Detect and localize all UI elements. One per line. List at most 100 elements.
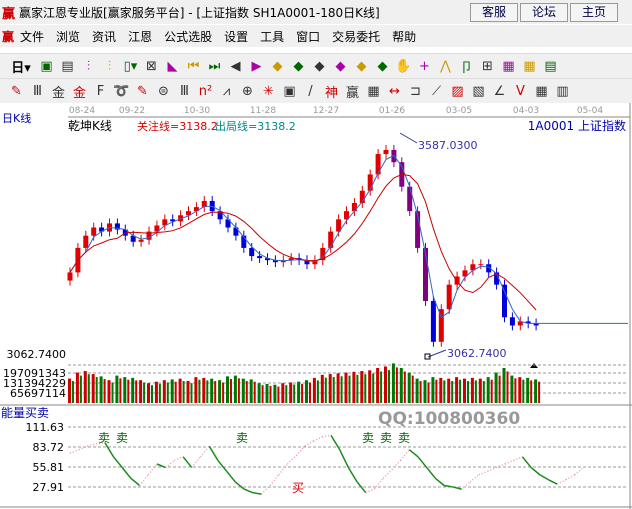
fan2-icon[interactable]: ▧	[472, 83, 485, 99]
line-icon[interactable]: ⋀	[440, 58, 451, 74]
angle2-icon[interactable]: ∠	[493, 83, 506, 99]
forum-button[interactable]: 论坛	[520, 3, 568, 22]
target-icon[interactable]: ⊕	[242, 83, 253, 99]
gold2-icon[interactable]: 金	[72, 85, 86, 101]
n2-icon[interactable]: n²	[198, 83, 213, 99]
diamond-expand-icon[interactable]: ◆	[314, 58, 325, 74]
box-icon[interactable]: ⊐	[410, 83, 421, 99]
volume-bar	[95, 376, 98, 403]
sell-signal: 卖	[116, 431, 128, 445]
candle-body	[241, 235, 247, 248]
candle-body	[162, 219, 168, 226]
last-icon[interactable]: ⏭	[208, 58, 221, 74]
pen2-icon[interactable]: ✎	[137, 83, 148, 99]
volume-bar	[230, 379, 232, 403]
candle-body	[304, 260, 310, 265]
volume-bars	[68, 363, 541, 403]
volume-bar	[202, 377, 206, 403]
home-button[interactable]: 主页	[570, 3, 618, 22]
grid2-icon[interactable]: Ⅲ	[180, 83, 189, 99]
crosshair-icon[interactable]: +	[419, 58, 430, 74]
flag-icon[interactable]: ◣	[167, 58, 178, 74]
menu-item-9[interactable]: 帮助	[392, 29, 417, 44]
low-label: 3062.7400	[447, 347, 507, 360]
right-icon[interactable]: ▶	[251, 58, 262, 74]
period-dropdown[interactable]: 日▾	[11, 60, 31, 76]
measure-icon[interactable]: ↔	[389, 83, 400, 99]
menu-item-5[interactable]: 设置	[224, 29, 249, 44]
energy-segment	[539, 474, 549, 481]
diamond-shrink-icon[interactable]: ◆	[335, 58, 346, 74]
energy-segment	[286, 454, 297, 465]
volume-bar	[166, 382, 169, 403]
angle-icon[interactable]: ⩘	[222, 83, 231, 99]
menu-item-4[interactable]: 公式选股	[164, 29, 213, 44]
volume-bar	[174, 381, 177, 403]
slash-icon[interactable]: /	[308, 83, 313, 99]
volume-bar	[285, 385, 288, 403]
ying-icon[interactable]: 赢	[345, 85, 359, 101]
energy-segment	[504, 459, 514, 465]
hand-icon[interactable]: ✋	[395, 58, 412, 74]
energy-segment	[182, 456, 193, 469]
energy-segment	[434, 477, 445, 487]
energy-segment	[104, 442, 115, 458]
chart3-icon[interactable]: ⫶	[86, 58, 91, 74]
spiral-icon[interactable]: ➰	[113, 83, 130, 99]
volume-bar	[186, 380, 190, 403]
menu-item-6[interactable]: 工具	[260, 29, 285, 44]
diamond-left-icon[interactable]: ◆	[272, 58, 283, 74]
volume-bar	[332, 376, 335, 403]
gold-icon[interactable]: 金	[51, 85, 65, 101]
box2-icon[interactable]: ▨	[451, 83, 464, 99]
node-icon[interactable]: 卩	[459, 60, 473, 76]
left-icon[interactable]: ◀	[230, 58, 241, 74]
fan-icon[interactable]: ⟋	[431, 83, 442, 99]
date-tick: 10-30	[184, 106, 210, 116]
chart9-icon[interactable]: ⫶	[107, 58, 112, 74]
kline-icon[interactable]: ⊠	[146, 58, 157, 74]
first-icon[interactable]: ⏮	[187, 58, 200, 74]
diamond-up-icon[interactable]: ◆	[356, 58, 367, 74]
menu-item-2[interactable]: 资讯	[92, 29, 117, 44]
energy-segment	[243, 488, 253, 494]
menu-item-1[interactable]: 浏览	[56, 29, 81, 44]
diamond-updown-icon[interactable]: ◆	[377, 58, 388, 74]
window-icon[interactable]: ▣	[40, 58, 53, 74]
energy-segment	[521, 456, 532, 469]
v-icon[interactable]: V	[516, 83, 525, 99]
square-icon[interactable]: ▣	[283, 83, 296, 99]
volume-bar	[233, 375, 237, 403]
candle-dropdown[interactable]: ▯▾	[123, 58, 138, 74]
calculator-icon[interactable]: ▦	[523, 58, 536, 74]
candle-body	[494, 272, 500, 285]
pattern-icon[interactable]: ⊞	[482, 58, 493, 74]
menu-item-3[interactable]: 江恩	[128, 29, 153, 44]
grid-icon[interactable]: Ⅲ	[33, 83, 42, 99]
chart-area[interactable]: 08-24 09-22 10-30 11-28 12-27 01-26 03-05 04-03…	[0, 103, 632, 404]
shen-icon[interactable]: 神	[324, 85, 338, 101]
f-icon[interactable]: F	[96, 83, 105, 99]
menu-item-8[interactable]: 交易委托	[332, 29, 381, 44]
volume-bar	[419, 381, 422, 403]
circle-icon[interactable]: ⊜	[158, 83, 169, 99]
energy-tick: 27.91	[33, 481, 65, 494]
table-icon[interactable]: ▥	[556, 83, 569, 99]
calendar-icon[interactable]: ▦	[502, 58, 515, 74]
sell-signal: 卖	[398, 431, 410, 445]
support-button[interactable]: 客服	[470, 3, 518, 22]
grid3-icon[interactable]: ▦	[535, 83, 548, 99]
ruler-icon[interactable]: ▦	[367, 83, 380, 99]
menu-item-7[interactable]: 窗口	[296, 29, 321, 44]
volume-bar	[127, 379, 130, 403]
energy-segment	[382, 469, 393, 479]
energy-segment	[217, 459, 228, 472]
doc-icon[interactable]: ▤	[61, 58, 74, 74]
star-icon[interactable]: ✳	[263, 83, 274, 99]
volume-bar	[451, 381, 454, 403]
diamond-right-icon[interactable]: ◆	[293, 58, 304, 74]
menu-item-0[interactable]: 文件	[20, 29, 45, 44]
pen-icon[interactable]: ✎	[11, 83, 22, 99]
report-icon[interactable]: ▤	[544, 58, 557, 74]
